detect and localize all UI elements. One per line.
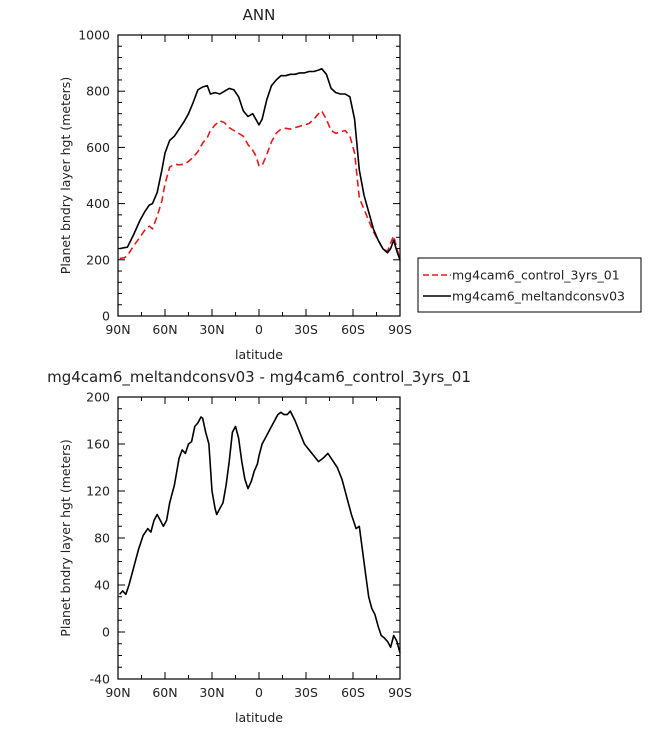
y-tick-label: 160 (86, 437, 110, 452)
y-axis-label: Planet bndry layer hgt (meters) (58, 77, 73, 274)
x-tick-label: 0 (255, 322, 263, 337)
y-tick-label: 0 (102, 309, 110, 324)
legend: mg4cam6_control_3yrs_01 mg4cam6_meltandco… (417, 257, 642, 313)
series-line-2 (119, 67, 401, 261)
chart-panel-2: mg4cam6_meltandconsv03 - mg4cam6_control… (47, 368, 471, 725)
series-line-1 (119, 410, 401, 654)
y-tick-label: 200 (86, 252, 110, 267)
legend-label-2: mg4cam6_meltandconsv03 (452, 289, 625, 304)
y-tick-label: 80 (94, 531, 110, 546)
chart-title: ANN (243, 6, 276, 24)
y-tick-label: -40 (90, 672, 110, 687)
x-axis-label: latitude (235, 710, 283, 725)
x-tick-label: 60S (341, 322, 365, 337)
y-tick-label: 200 (86, 390, 110, 405)
chart-title: mg4cam6_meltandconsv03 - mg4cam6_control… (47, 368, 471, 387)
x-tick-label: 30N (199, 322, 224, 337)
plot-frame (117, 396, 401, 680)
x-tick-label: 90N (105, 322, 130, 337)
x-tick-label: 90N (105, 685, 130, 700)
series-line-1 (119, 110, 401, 261)
y-tick-label: 1000 (78, 28, 110, 43)
x-tick-label: 0 (255, 685, 263, 700)
x-tick-label: 90S (388, 322, 412, 337)
x-tick-label: 30S (294, 322, 318, 337)
x-tick-label: 30S (294, 685, 318, 700)
y-tick-label: 0 (102, 625, 110, 640)
y-axis-label: Planet bndry layer hgt (meters) (58, 439, 73, 636)
y-tick-label: 120 (86, 484, 110, 499)
x-tick-label: 60N (152, 322, 177, 337)
y-tick-label: 400 (86, 196, 110, 211)
y-tick-label: 800 (86, 84, 110, 99)
legend-label-1: mg4cam6_control_3yrs_01 (452, 268, 620, 283)
y-tick-label: 40 (94, 578, 110, 593)
chart-panel-1: ANN 90N 60N 30N 0 30S 60S 90S 0 200 400 600 800 1000 l… (58, 6, 642, 362)
x-tick-label: 60S (341, 685, 365, 700)
x-tick-label: 90S (388, 685, 412, 700)
x-tick-label: 30N (199, 685, 224, 700)
x-tick-label: 60N (152, 685, 177, 700)
legend-box (417, 257, 642, 313)
y-tick-label: 600 (86, 140, 110, 155)
x-axis-label: latitude (235, 347, 283, 362)
